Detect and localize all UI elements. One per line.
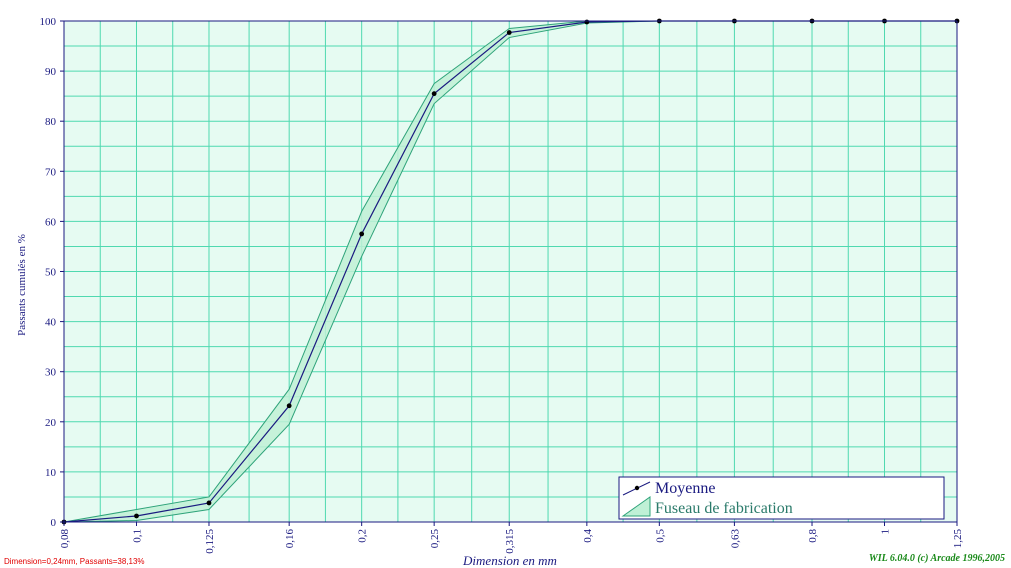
x-tick-label: 1,25: [952, 529, 964, 549]
band-upper-line: [63, 20, 660, 523]
x-tick-label: 0,2: [357, 529, 369, 543]
x-tick-label: 0,8: [807, 529, 819, 543]
mean-point: [359, 231, 365, 237]
x-tick-label: 0,63: [729, 529, 741, 549]
legend-mean-marker-icon: [634, 485, 640, 491]
axes: [60, 20, 958, 526]
legend-band-icon: [621, 496, 651, 517]
grid-lines: [64, 21, 957, 522]
y-tick-label: 100: [40, 16, 57, 28]
mean-point: [206, 500, 212, 506]
y-tick-label: 60: [45, 216, 57, 228]
fabrication-band: [63, 20, 660, 523]
x-tick-label: 0,25: [429, 529, 441, 549]
legend-band-label: Fuseau de fabrication: [655, 500, 793, 517]
y-tick-label: 40: [45, 317, 57, 329]
y-tick-label: 30: [45, 367, 57, 379]
mean-point: [506, 30, 512, 35]
mean-point: [286, 403, 292, 409]
y-tick-label: 80: [45, 116, 57, 128]
x-tick-label: 0,08: [59, 529, 71, 549]
x-axis-title: Dimension en mm: [462, 553, 557, 568]
x-tick-label: 0,315: [504, 529, 516, 554]
y-tick-label: 90: [45, 66, 57, 78]
legend-box: [618, 476, 945, 520]
x-tick-label: 0,16: [284, 529, 296, 549]
x-tick-label: 0,1: [131, 529, 143, 543]
cursor-readout: Dimension=0,24mm, Passants=38,13%: [4, 557, 145, 566]
legend-mean-label: Moyenne: [655, 480, 715, 497]
y-tick-labels: 0 10 20 30 40 50 60 70 80 90 100: [40, 16, 57, 529]
software-copyright: WIL 6.04.0 (c) Arcade 1996,2005: [868, 553, 1005, 564]
y-tick-label: 10: [45, 467, 57, 479]
x-tick-labels: 0,08 0,1 0,125 0,16 0,2 0,25 0,315 0,4 0,5 0,63 0,…: [59, 529, 964, 554]
x-tick-label: 0,5: [654, 529, 666, 543]
mean-point: [584, 19, 590, 25]
legend: Moyenne Fuseau de fabrication: [618, 476, 945, 520]
band-lower-line: [63, 20, 660, 523]
y-tick-label: 70: [45, 166, 57, 178]
x-tick-label: 0,4: [582, 529, 594, 543]
y-tick-label: 0: [51, 517, 57, 529]
x-tick-label: 0,125: [204, 529, 216, 554]
x-tick-label: 1: [880, 529, 892, 535]
y-tick-label: 20: [45, 417, 57, 429]
mean-point: [431, 91, 437, 97]
mean-point: [134, 513, 139, 519]
y-tick-label: 50: [45, 267, 57, 279]
y-axis-title: Passants cumulés en %: [16, 234, 28, 336]
